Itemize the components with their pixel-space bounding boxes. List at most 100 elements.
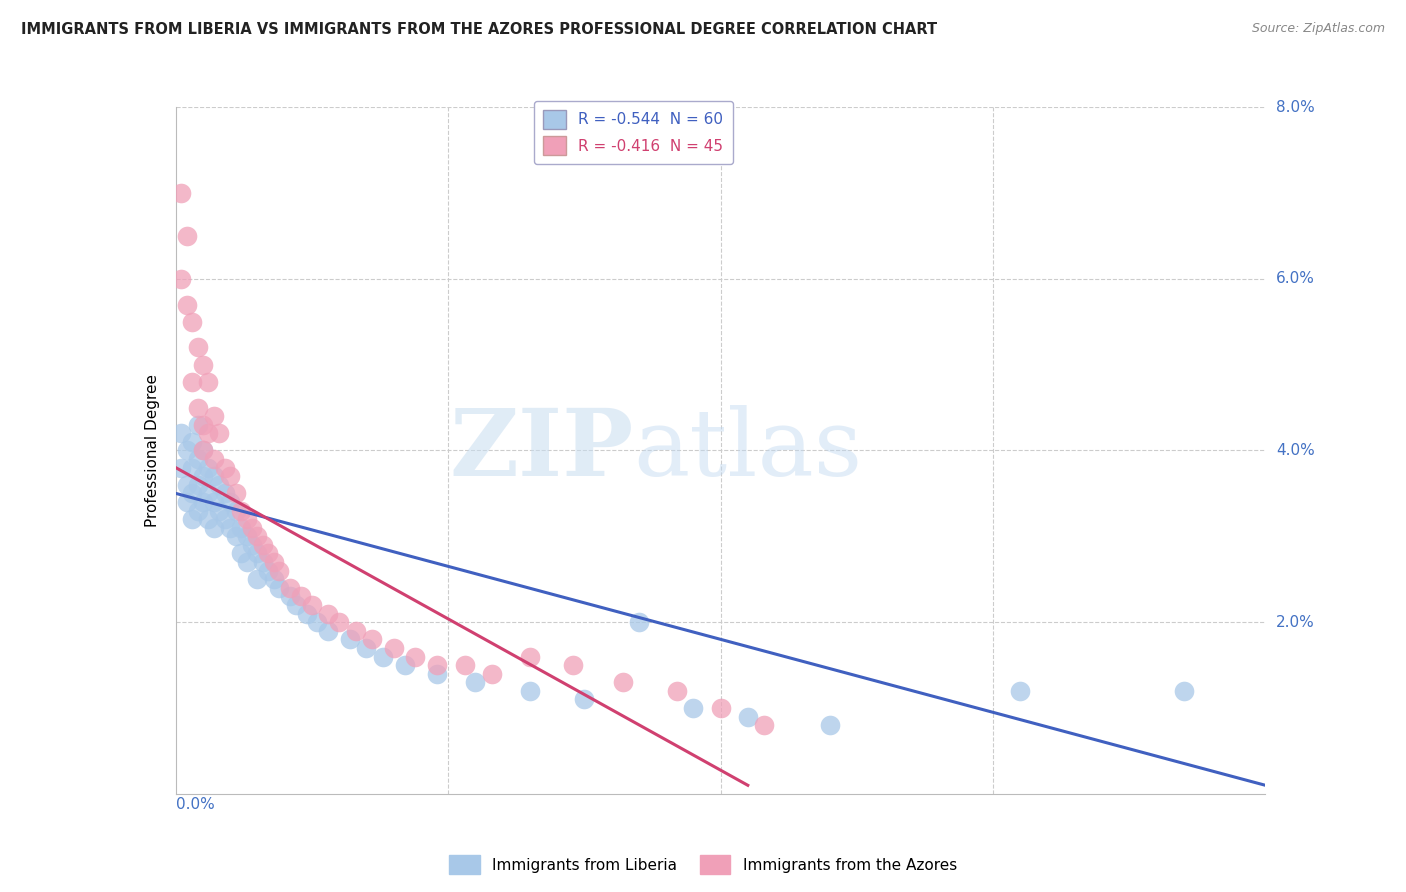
Point — [214, 486, 236, 500]
Legend: R = -0.544  N = 60, R = -0.416  N = 45: R = -0.544 N = 60, R = -0.416 N = 45 — [534, 101, 733, 164]
Point — [219, 469, 242, 483]
Point — [181, 315, 204, 329]
Legend: Immigrants from Liberia, Immigrants from the Azores: Immigrants from Liberia, Immigrants from… — [443, 849, 963, 880]
Point — [710, 701, 733, 715]
Point — [208, 503, 231, 517]
Point — [186, 417, 209, 432]
Point — [186, 503, 209, 517]
Point — [318, 624, 340, 638]
Point — [737, 709, 759, 723]
Point — [191, 443, 214, 458]
Point — [191, 358, 214, 372]
Point — [257, 564, 280, 578]
Point — [181, 434, 204, 449]
Point — [197, 512, 219, 526]
Point — [263, 572, 285, 586]
Point — [170, 460, 193, 475]
Point — [186, 478, 209, 492]
Point — [202, 409, 225, 424]
Point — [176, 297, 198, 311]
Point — [186, 341, 209, 355]
Point — [191, 495, 214, 509]
Point — [240, 538, 263, 552]
Text: 2.0%: 2.0% — [1277, 615, 1315, 630]
Point — [225, 503, 247, 517]
Point — [394, 658, 416, 673]
Point — [339, 632, 361, 647]
Text: 8.0%: 8.0% — [1277, 100, 1315, 114]
Point — [176, 495, 198, 509]
Point — [574, 692, 596, 706]
Point — [252, 555, 274, 569]
Point — [214, 512, 236, 526]
Text: 6.0%: 6.0% — [1277, 271, 1315, 286]
Point — [225, 529, 247, 543]
Point — [197, 486, 219, 500]
Point — [191, 443, 214, 458]
Point — [181, 512, 204, 526]
Point — [202, 521, 225, 535]
Point — [257, 546, 280, 561]
Point — [208, 478, 231, 492]
Point — [754, 718, 776, 732]
Point — [612, 675, 634, 690]
Point — [219, 495, 242, 509]
Point — [202, 495, 225, 509]
Text: IMMIGRANTS FROM LIBERIA VS IMMIGRANTS FROM THE AZORES PROFESSIONAL DEGREE CORREL: IMMIGRANTS FROM LIBERIA VS IMMIGRANTS FR… — [21, 22, 938, 37]
Point — [278, 581, 301, 595]
Point — [301, 598, 323, 612]
Point — [356, 640, 378, 655]
Point — [1010, 683, 1032, 698]
Point — [235, 555, 257, 569]
Point — [181, 460, 204, 475]
Point — [269, 564, 291, 578]
Point — [284, 598, 307, 612]
Point — [225, 486, 247, 500]
Point — [290, 590, 312, 604]
Point — [263, 555, 285, 569]
Point — [307, 615, 329, 630]
Point — [426, 658, 449, 673]
Point — [295, 607, 318, 621]
Point — [328, 615, 350, 630]
Point — [202, 469, 225, 483]
Point — [197, 375, 219, 389]
Point — [176, 443, 198, 458]
Point — [344, 624, 367, 638]
Point — [246, 529, 269, 543]
Point — [231, 503, 253, 517]
Point — [464, 675, 486, 690]
Point — [208, 426, 231, 441]
Point — [235, 529, 257, 543]
Point — [360, 632, 382, 647]
Text: ZIP: ZIP — [449, 406, 633, 495]
Text: atlas: atlas — [633, 406, 863, 495]
Point — [666, 683, 689, 698]
Point — [1173, 683, 1195, 698]
Point — [519, 683, 541, 698]
Point — [214, 460, 236, 475]
Point — [318, 607, 340, 621]
Point — [426, 666, 449, 681]
Point — [818, 718, 841, 732]
Point — [186, 452, 209, 467]
Point — [181, 486, 204, 500]
Text: 4.0%: 4.0% — [1277, 443, 1315, 458]
Point — [219, 521, 242, 535]
Point — [186, 401, 209, 415]
Point — [382, 640, 405, 655]
Point — [197, 426, 219, 441]
Text: Source: ZipAtlas.com: Source: ZipAtlas.com — [1251, 22, 1385, 36]
Point — [191, 469, 214, 483]
Point — [235, 512, 257, 526]
Point — [231, 521, 253, 535]
Point — [682, 701, 704, 715]
Point — [278, 590, 301, 604]
Point — [252, 538, 274, 552]
Point — [231, 546, 253, 561]
Point — [246, 572, 269, 586]
Point — [176, 478, 198, 492]
Point — [191, 417, 214, 432]
Point — [197, 460, 219, 475]
Point — [481, 666, 503, 681]
